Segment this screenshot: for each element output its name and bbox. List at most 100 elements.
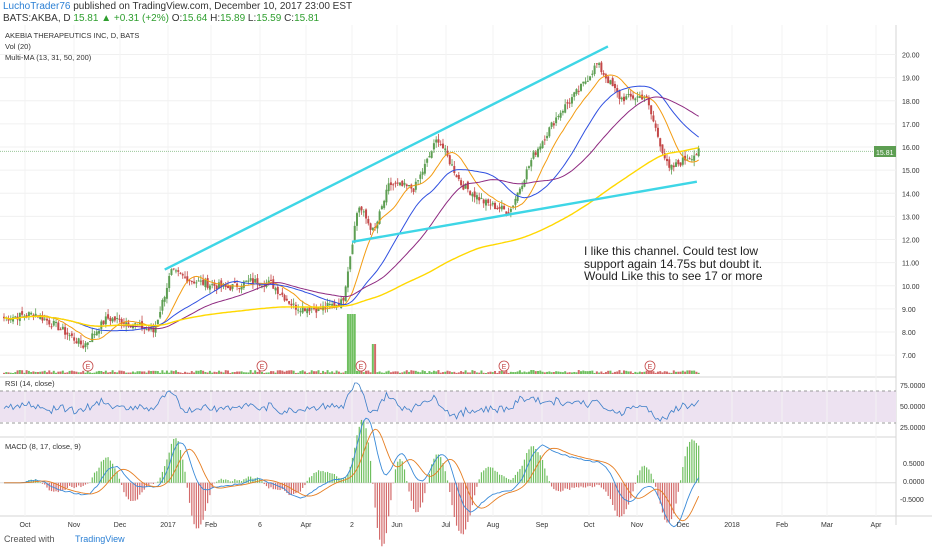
volume-bar	[362, 372, 365, 374]
volume-bar	[466, 372, 469, 374]
candle-body	[75, 341, 78, 344]
candle-body	[249, 278, 252, 281]
volume-bar	[188, 372, 191, 374]
candle-body	[208, 285, 211, 290]
candle-body	[147, 328, 150, 331]
time-tick: 6	[258, 522, 262, 529]
volume-bar	[385, 371, 388, 374]
time-tick: Apr	[871, 522, 883, 529]
volume-bar	[686, 370, 689, 374]
volume-bar	[523, 371, 526, 374]
volume-bar	[371, 344, 374, 374]
volume-bar	[313, 371, 316, 374]
volume-bar	[251, 372, 254, 374]
candle-body	[568, 102, 571, 104]
candle-body	[478, 197, 481, 201]
candle-body	[362, 211, 365, 213]
volume-bar	[267, 372, 270, 374]
price-tick: 20.00	[902, 53, 920, 60]
price-tick: 8.00	[902, 330, 916, 337]
candle-body	[453, 166, 456, 173]
volume-bar	[333, 372, 336, 374]
candle-body	[229, 285, 232, 291]
axis-ticks: 20.00 19.00 18.00 17.00 16.00 15.00 14.00 13.00…	[20, 53, 920, 529]
volume-bar	[59, 371, 62, 374]
volume-bar	[88, 372, 91, 374]
candle-body	[593, 65, 596, 75]
price-tick: 12.00	[902, 238, 920, 245]
chart-svg[interactable]: E E E E E 20.00 19.00 18.00 17.00 16.00 15.00 14.0…	[0, 25, 932, 550]
earnings-icon	[644, 360, 656, 372]
candle-body	[482, 199, 485, 204]
volume-bar	[227, 370, 230, 374]
candle-body	[34, 313, 37, 318]
candle-body	[636, 96, 639, 98]
candle-body	[625, 96, 628, 100]
candle-body	[475, 195, 478, 200]
candle-body	[211, 284, 214, 286]
candle-body	[217, 282, 220, 289]
volume-bar	[550, 372, 553, 374]
volume-bar	[398, 372, 401, 374]
volume-bar	[516, 371, 519, 374]
candle-body	[439, 144, 442, 146]
volume-bar	[39, 371, 42, 374]
volume-bar	[213, 371, 216, 374]
candle-body	[518, 188, 521, 194]
candle-body	[23, 315, 26, 317]
candle-body	[609, 80, 612, 85]
candle-body	[310, 308, 313, 310]
volume-bar	[141, 371, 144, 374]
volume-bar	[328, 372, 331, 374]
candle-body	[527, 166, 530, 168]
volume-bar	[84, 372, 87, 374]
volume-bar	[306, 372, 309, 374]
volume-bar	[150, 371, 153, 374]
volume-bar	[661, 372, 664, 374]
candle-body	[512, 205, 515, 207]
candle-body	[236, 283, 239, 288]
time-tick: Feb	[205, 522, 217, 529]
candle-body	[647, 97, 650, 106]
candle-body	[279, 294, 282, 296]
candle-body	[586, 80, 589, 82]
candle-body	[299, 311, 302, 313]
candle-body	[451, 164, 454, 166]
volume-bar	[136, 371, 139, 374]
volume-bar	[270, 371, 273, 374]
time-tick: Apr	[301, 522, 313, 529]
candle-body	[672, 165, 675, 168]
volume-bar	[34, 371, 37, 374]
candle-body	[21, 311, 24, 315]
tradingview-logo-link[interactable]: TradingView	[75, 534, 125, 544]
candle-body	[30, 312, 33, 315]
candle-body	[50, 326, 53, 328]
candle-body	[111, 318, 114, 322]
volume-bar	[161, 370, 164, 374]
candle-body	[573, 92, 576, 97]
candle-body	[353, 225, 356, 243]
candle-body	[270, 279, 273, 281]
volume-bar	[561, 372, 564, 374]
candle-body	[419, 174, 422, 179]
volume-bar	[299, 371, 302, 374]
volume-bar	[659, 371, 662, 374]
volume-bar	[82, 370, 85, 374]
volume-bar	[100, 371, 103, 374]
candle-body	[369, 223, 372, 230]
volume-bar	[387, 370, 390, 374]
volume-bar	[66, 372, 69, 374]
volume-bar	[45, 372, 48, 374]
candle-body	[607, 76, 610, 84]
volume-bar	[437, 370, 440, 374]
volume-bar	[410, 370, 413, 374]
volume-bar	[378, 371, 381, 374]
author-link[interactable]: LuchoTrader76	[3, 1, 71, 12]
earnings-icon	[498, 360, 510, 372]
candle-body	[503, 206, 506, 210]
candle-body	[313, 308, 316, 310]
volume-bar	[557, 371, 560, 374]
volume-bar	[541, 371, 544, 374]
candle-body	[677, 160, 680, 165]
volume-bar	[414, 370, 417, 374]
